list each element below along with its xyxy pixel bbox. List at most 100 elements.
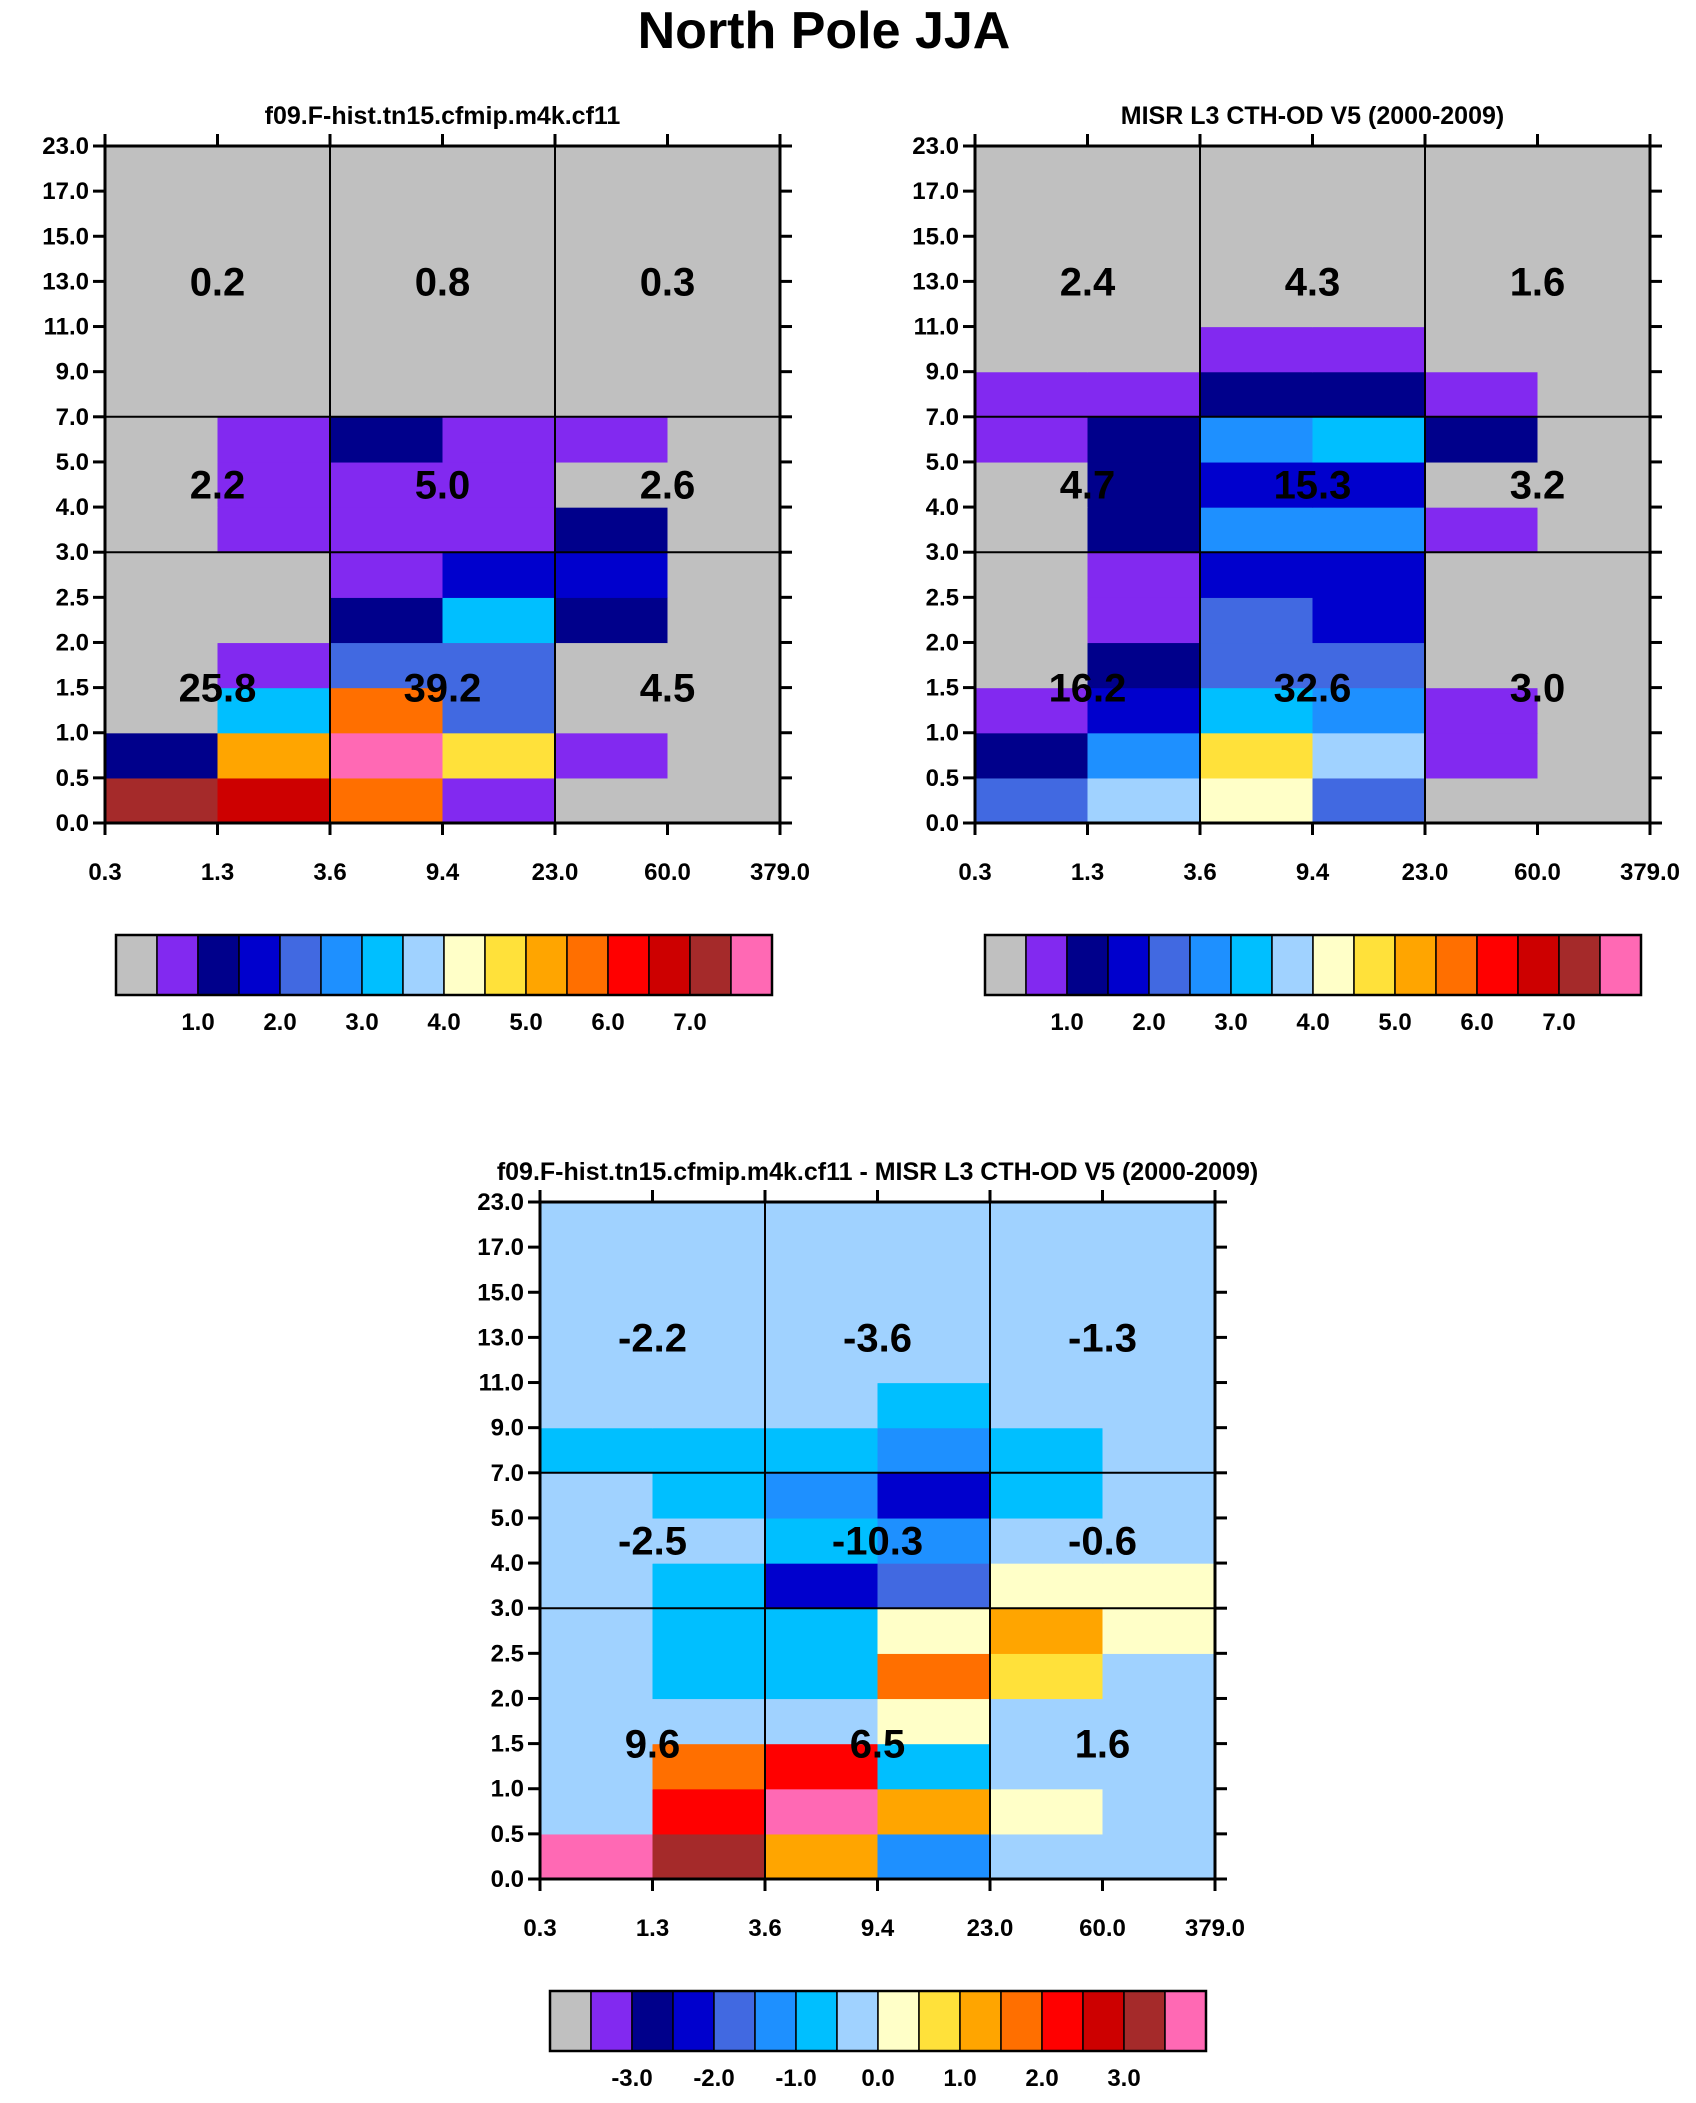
heatmap-cell <box>877 1427 991 1474</box>
heatmap-cell <box>1425 597 1539 644</box>
heatmap-cell <box>1087 281 1201 328</box>
heatmap-cell <box>540 1653 654 1700</box>
block-total-label: 4.3 <box>1285 260 1341 304</box>
heatmap-cell <box>990 1202 1104 1248</box>
heatmap-cell <box>1312 416 1426 463</box>
figure-title: North Pole JJA <box>638 2 1011 60</box>
y-tick-label: 23.0 <box>912 133 959 160</box>
block-total-label: 4.7 <box>1060 464 1116 508</box>
y-tick-label: 1.5 <box>56 675 89 702</box>
heatmap-cell <box>217 146 331 192</box>
heatmap-cell <box>105 777 219 824</box>
y-tick-label: 0.5 <box>56 765 89 792</box>
block-total-label: 16.2 <box>1049 667 1127 711</box>
colorbar-swatch <box>1435 934 1478 996</box>
heatmap-cell <box>652 1382 766 1429</box>
y-tick-label: 15.0 <box>912 223 959 250</box>
colorbar-swatch <box>918 1990 961 2052</box>
heatmap-cell <box>442 371 556 418</box>
colorbar-swatch <box>984 934 1027 996</box>
heatmap-cell <box>877 1653 991 1700</box>
heatmap-cell <box>1312 687 1426 734</box>
heatmap-cell <box>105 507 219 553</box>
y-tick-label: 3.0 <box>491 1595 524 1622</box>
heatmap-cell <box>105 326 219 373</box>
heatmap-cell <box>990 1698 1104 1745</box>
heatmap-cell <box>555 236 669 282</box>
y-tick-label: 23.0 <box>42 133 89 160</box>
heatmap-cell <box>652 1563 766 1609</box>
y-tick-label: 17.0 <box>912 178 959 205</box>
heatmap-cell <box>1425 552 1539 598</box>
colorbar-swatch <box>402 934 445 996</box>
heatmap-cell <box>105 236 219 282</box>
heatmap-cell <box>442 732 556 779</box>
x-tick-label: 0.3 <box>958 859 991 886</box>
y-tick-label: 2.5 <box>56 584 89 611</box>
colorbar-swatch <box>1066 934 1109 996</box>
y-tick-label: 5.0 <box>56 449 89 476</box>
heatmap-cell <box>652 1427 766 1474</box>
x-tick-label: 379.0 <box>750 859 810 886</box>
heatmap-cell <box>652 1202 766 1248</box>
heatmap-cell <box>1200 416 1314 463</box>
colorbar-swatch <box>1230 934 1273 996</box>
colorbar-swatch <box>607 934 650 996</box>
heatmap-cell <box>330 597 444 644</box>
colorbar-label: 5.0 <box>509 1009 542 1036</box>
x-tick-label: 379.0 <box>1185 1915 1245 1942</box>
y-tick-label: 4.0 <box>926 494 959 521</box>
heatmap-cell <box>1200 642 1314 689</box>
heatmap-cell <box>652 1833 766 1880</box>
heatmap-cell <box>990 1247 1104 1293</box>
block-total-label: 4.5 <box>640 667 696 711</box>
colorbar-label: 4.0 <box>427 1009 460 1036</box>
heatmap-cell <box>652 1653 766 1700</box>
colorbar-swatch <box>1164 1990 1207 2052</box>
heatmap-cell <box>1312 507 1426 553</box>
heatmap-cell <box>1312 146 1426 192</box>
colorbar-swatch <box>730 934 773 996</box>
colorbar-swatch <box>877 1990 920 2052</box>
heatmap-cell <box>990 1337 1104 1384</box>
heatmap-cell <box>1087 507 1201 553</box>
heatmap-cell <box>975 732 1089 779</box>
y-tick-label: 1.5 <box>491 1731 524 1758</box>
heatmap-cell <box>1425 281 1539 328</box>
colorbar-swatch <box>443 934 486 996</box>
heatmap-cell <box>667 281 781 328</box>
y-tick-label: 0.5 <box>491 1821 524 1848</box>
x-tick-label: 379.0 <box>1620 859 1680 886</box>
heatmap-cell <box>1087 732 1201 779</box>
heatmap-cell <box>540 1517 654 1564</box>
heatmap-cell <box>1087 642 1201 689</box>
x-tick-label: 9.4 <box>861 1915 895 1942</box>
heatmap-cell <box>1537 777 1651 824</box>
x-tick-label: 1.3 <box>636 1915 669 1942</box>
heatmap-cell <box>765 1833 879 1880</box>
heatmap-cell <box>555 642 669 689</box>
heatmap-cell <box>540 1743 654 1790</box>
y-tick-label: 2.5 <box>926 584 959 611</box>
heatmap-cell <box>975 777 1089 824</box>
heatmap-cell <box>1102 1427 1216 1474</box>
heatmap-cell <box>217 371 331 418</box>
heatmap-cell <box>765 1698 879 1745</box>
heatmap-cell <box>877 1247 991 1293</box>
heatmap-cell <box>442 777 556 824</box>
heatmap-cell <box>667 642 781 689</box>
heatmap-cell <box>217 777 331 824</box>
heatmap-cell <box>765 1337 879 1384</box>
heatmap-cell <box>1425 146 1539 192</box>
heatmap-cell <box>1087 461 1201 508</box>
heatmap-cell <box>877 1788 991 1835</box>
heatmap-cell <box>1537 597 1651 644</box>
heatmap-cell <box>330 642 444 689</box>
heatmap-cell <box>540 1472 654 1519</box>
y-tick-label: 2.0 <box>56 629 89 656</box>
heatmap-cell <box>877 1743 991 1790</box>
heatmap-cell <box>975 146 1089 192</box>
colorbar-label: -1.0 <box>775 2065 816 2092</box>
colorbar-swatch <box>320 934 363 996</box>
heatmap-cell <box>330 146 444 192</box>
